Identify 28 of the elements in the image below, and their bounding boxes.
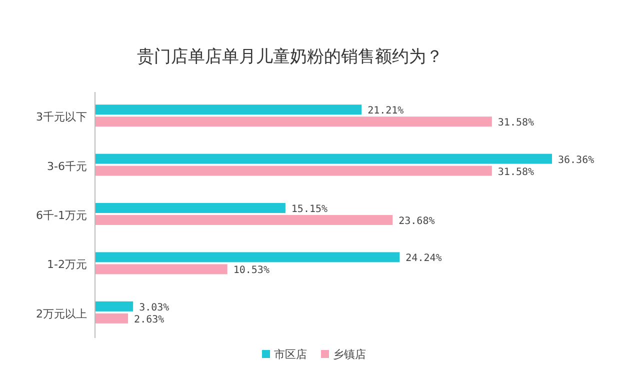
data-label: 23.68%: [398, 216, 435, 227]
bar: [95, 301, 134, 312]
bar: [95, 252, 400, 262]
y-tick-label: 3千元以下: [36, 110, 87, 124]
data-label: 31.58%: [498, 118, 534, 129]
y-tick-label: 1-2万元: [47, 258, 87, 272]
data-label: 2.63%: [134, 314, 164, 326]
y-tick-label: 3-6千元: [47, 160, 87, 173]
bar: [95, 264, 228, 274]
data-label: 10.53%: [233, 265, 270, 276]
bar: [95, 104, 362, 115]
data-label: 3.03%: [139, 302, 170, 314]
y-tick-label: 2万元以上: [36, 307, 87, 320]
data-label: 36.36%: [558, 154, 594, 166]
bar: [95, 203, 286, 213]
legend-label: 乡镇店: [333, 348, 366, 361]
bar: [95, 215, 393, 225]
bar: [95, 154, 552, 164]
data-label: 21.21%: [368, 106, 404, 117]
data-label: 31.58%: [498, 166, 534, 178]
y-tick-label: 6千-1万元: [36, 209, 87, 222]
data-label: 24.24%: [406, 253, 442, 264]
chart-title: 贵门店单店单月儿童奶粉的销售额约为？: [137, 47, 443, 67]
data-label: 15.15%: [291, 204, 328, 215]
bar: [95, 313, 128, 324]
bar: [95, 166, 492, 176]
legend-label: 市区店: [274, 348, 307, 361]
bar: [95, 116, 492, 127]
